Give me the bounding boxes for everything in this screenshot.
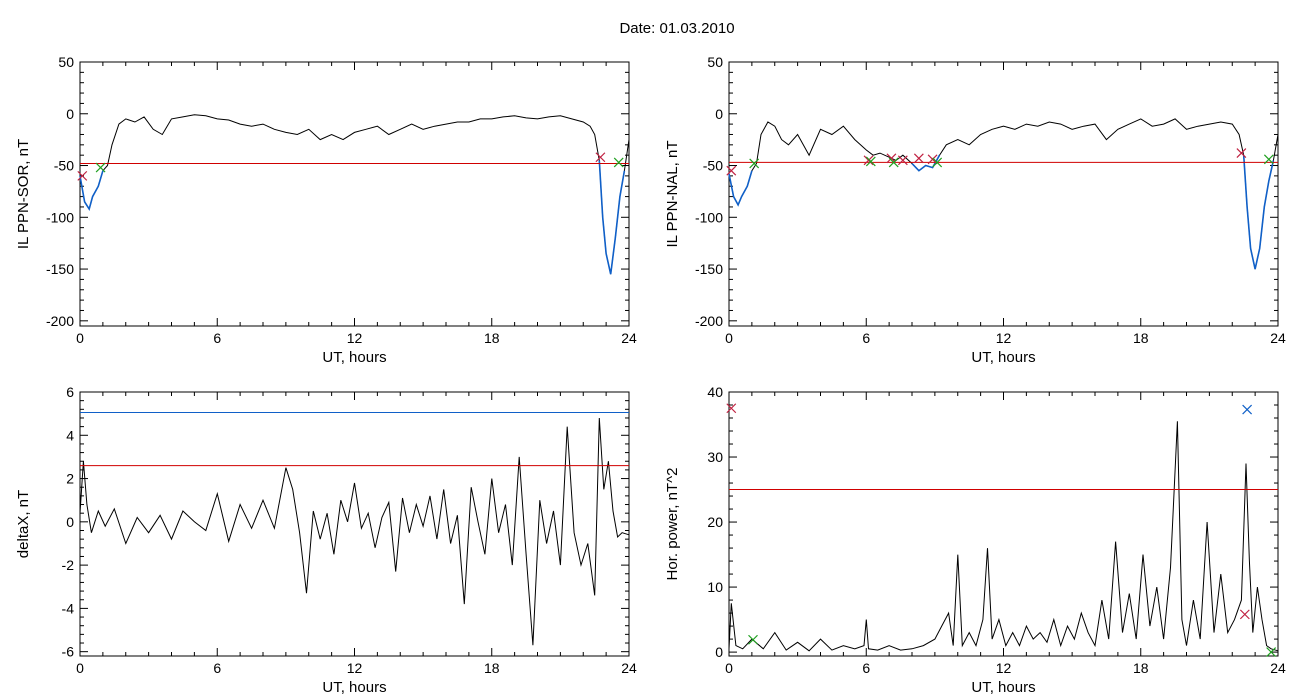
event-marker <box>897 155 908 166</box>
y-tick-label: -100 <box>695 209 723 225</box>
x-axis-title: UT, hours <box>971 679 1035 696</box>
y-tick-label: 2 <box>66 471 74 487</box>
y-tick-label: 50 <box>58 54 74 70</box>
y-tick-label: -50 <box>54 158 74 174</box>
page-title: Date: 01.03.2010 <box>619 20 734 37</box>
y-tick-label: 40 <box>707 384 723 400</box>
x-tick-label: 12 <box>996 660 1012 676</box>
series-line-below-threshold <box>79 170 104 211</box>
series-line-main <box>79 417 630 646</box>
x-tick-label: 0 <box>76 660 84 676</box>
y-tick-label: 0 <box>715 106 723 122</box>
y-tick-label: -4 <box>62 600 75 616</box>
x-tick-label: 18 <box>1133 330 1149 346</box>
x-tick-label: 6 <box>213 330 221 346</box>
plot-frame <box>79 61 630 327</box>
x-tick-label: 6 <box>862 660 870 676</box>
plot-frame <box>728 391 1279 657</box>
panel-il-ppn-nal: 0 6 12 18 24 50 0 -50 -100 -150 -200 UT, hours IL PP… <box>664 54 1286 366</box>
x-tick-label: 24 <box>1270 660 1286 676</box>
x-tick-label: 18 <box>1133 660 1149 676</box>
y-tick-label: -50 <box>703 158 723 174</box>
y-tick-label: 6 <box>66 384 74 400</box>
y-tick-label: -150 <box>46 261 74 277</box>
y-tick-label: 10 <box>707 579 723 595</box>
x-tick-label: 0 <box>725 660 733 676</box>
x-axis-title: UT, hours <box>322 679 386 696</box>
y-axis-title: deltaX, nT <box>15 490 32 558</box>
y-axis-title: Hor. power, nT^2 <box>664 468 681 581</box>
y-tick-label: 0 <box>66 106 74 122</box>
event-marker <box>1236 148 1247 159</box>
x-tick-label: 12 <box>347 660 363 676</box>
plot-frame <box>728 61 1279 327</box>
x-tick-label: 12 <box>996 330 1012 346</box>
y-tick-label: -2 <box>62 557 75 573</box>
x-tick-label: 12 <box>347 330 363 346</box>
y-axis-title: IL PPN-SOR, nT <box>15 139 32 249</box>
event-marker <box>748 634 758 645</box>
x-tick-label: 0 <box>76 330 84 346</box>
series-line-below-threshold <box>728 170 753 207</box>
y-tick-label: -200 <box>695 313 723 329</box>
y-tick-label: 30 <box>707 449 723 465</box>
x-tick-label: 24 <box>1270 330 1286 346</box>
event-marker <box>726 403 737 414</box>
y-axis-title: IL PPN-NAL, nT <box>664 141 681 248</box>
series-line-main <box>728 118 1279 270</box>
y-tick-label: -100 <box>46 209 74 225</box>
y-tick-label: 0 <box>66 514 74 530</box>
y-tick-label: 0 <box>715 644 723 660</box>
y-tick-label: 50 <box>707 54 723 70</box>
panel-deltax: 0 6 12 18 24 6 4 2 0 -2 -4 -6 UT, hours deltaX, nT <box>15 384 637 696</box>
x-axis-title: UT, hours <box>322 349 386 366</box>
panel-hor-power: 0 6 12 18 24 40 30 20 10 0 UT, hours Hor. power, nT… <box>664 384 1286 696</box>
series-line-below-threshold <box>1242 155 1275 270</box>
x-tick-label: 24 <box>621 330 637 346</box>
event-marker <box>1266 647 1277 658</box>
event-marker <box>613 157 624 168</box>
y-tick-label: 4 <box>66 427 74 443</box>
series-line-below-threshold <box>911 154 941 172</box>
event-marker <box>95 162 106 173</box>
event-marker <box>863 155 874 166</box>
y-tick-label: -6 <box>62 644 75 660</box>
x-tick-label: 6 <box>862 330 870 346</box>
x-tick-label: 24 <box>621 660 637 676</box>
event-marker <box>749 158 760 169</box>
y-tick-label: -150 <box>695 261 723 277</box>
y-tick-label: 20 <box>707 514 723 530</box>
x-tick-label: 0 <box>725 330 733 346</box>
panel-il-ppn-sor: 0 6 12 18 24 50 0 -50 -100 -150 -200 UT, hours IL PP… <box>15 54 637 366</box>
event-marker <box>1263 154 1274 165</box>
event-marker <box>865 156 876 167</box>
event-marker <box>77 170 88 181</box>
event-marker <box>595 152 606 163</box>
series-line-main <box>79 114 630 275</box>
plot-frame <box>79 391 630 657</box>
event-marker <box>927 154 938 165</box>
series-line-main <box>728 421 1279 652</box>
x-tick-label: 18 <box>484 660 500 676</box>
y-tick-label: -200 <box>46 313 74 329</box>
event-marker <box>888 157 899 168</box>
x-tick-label: 18 <box>484 330 500 346</box>
x-axis-title: UT, hours <box>971 349 1035 366</box>
event-marker <box>1242 404 1253 415</box>
event-marker <box>913 153 924 164</box>
event-marker <box>932 157 943 168</box>
series-line-below-threshold <box>598 160 626 275</box>
event-marker <box>726 165 737 176</box>
event-marker <box>1239 609 1250 620</box>
x-tick-label: 6 <box>213 660 221 676</box>
